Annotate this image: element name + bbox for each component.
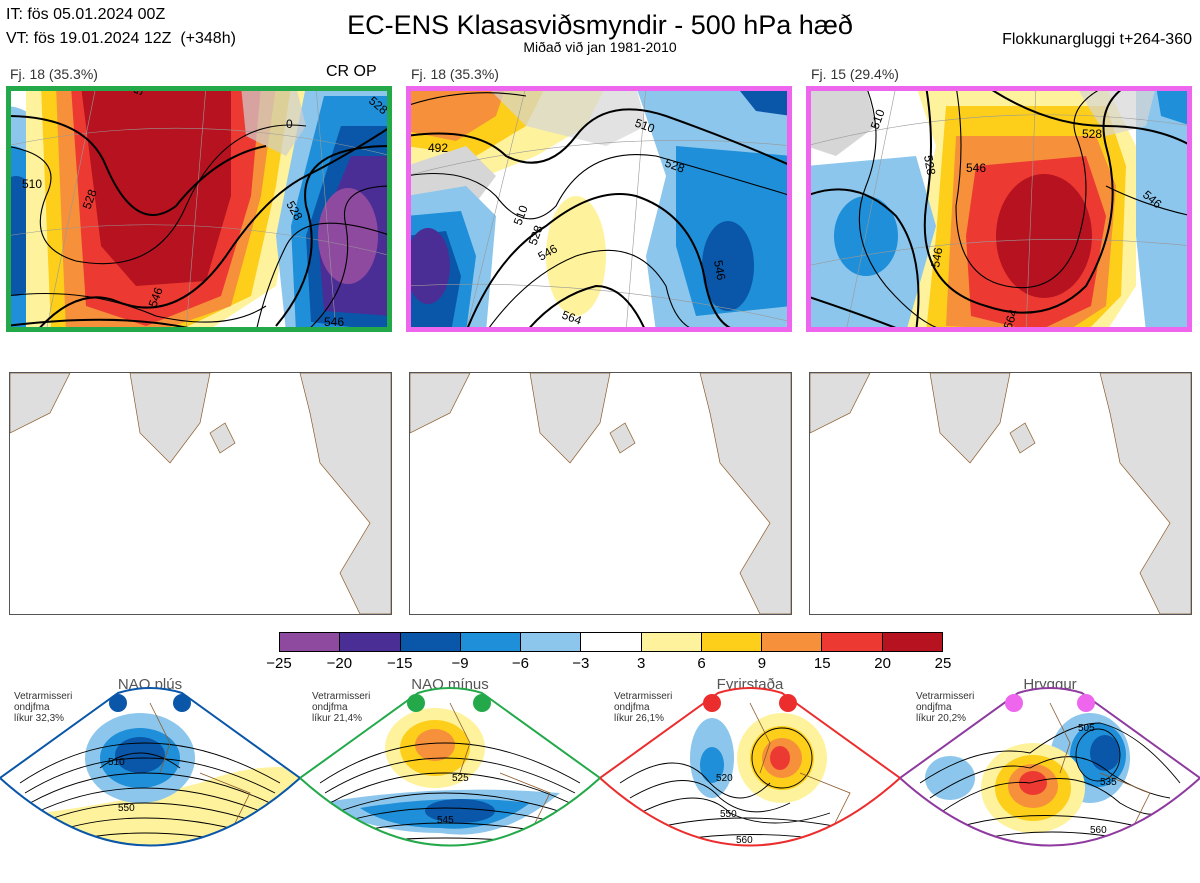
regime-dot — [109, 694, 127, 712]
panel-1-contour-label: 510 — [22, 177, 42, 191]
colorbar-tick: −9 — [451, 655, 469, 672]
regime-contour-label: 505 — [1078, 723, 1095, 734]
panel-3-contour-label: 528 — [1082, 127, 1102, 141]
panel-2-contour-label: 510 — [511, 203, 531, 227]
colorbar-tick: 9 — [757, 655, 767, 672]
regime-contour-label: 525 — [452, 773, 469, 784]
panel-3-contour-label: 546 — [928, 246, 945, 268]
colorbar — [279, 632, 943, 652]
panel-2-contour-label: 492 — [428, 141, 448, 155]
init-time: IT: fös 05.01.2024 00Z — [6, 6, 166, 23]
colorbar-tick: 25 — [934, 655, 952, 672]
regime-ridge: Hryggur Vetrarmisseri ondjfma líkur 20,2… — [900, 676, 1200, 883]
classification-window: Flokkunargluggi t+264-360 — [1002, 31, 1192, 48]
regime-blocking: Fyrirstaða Vetrarmisseri ondjfma líkur 2… — [600, 676, 900, 883]
panel-1-contour-label: 0 — [286, 117, 293, 131]
regime-contour-label: 550 — [720, 809, 737, 820]
regime-note: Vetrarmisseri ondjfma líkur 26,1% — [614, 691, 673, 724]
colorbar-swatch — [339, 633, 400, 651]
panel-1-tag: CR OP — [326, 63, 377, 80]
colorbar-tick: 6 — [697, 655, 706, 672]
panel-2-contour-label: 528 — [526, 223, 546, 247]
empty-map-1-land — [9, 372, 392, 615]
panel-3-contour-label: 546 — [966, 161, 986, 175]
colorbar-tick: 20 — [874, 655, 891, 672]
regime-dot — [473, 694, 491, 712]
empty-map-3-land — [809, 372, 1192, 615]
colorbar-swatch — [881, 633, 942, 651]
colorbar-swatch — [399, 633, 460, 651]
panel-2-contour-label: 546 — [711, 259, 728, 281]
regime-dot — [407, 694, 425, 712]
panel-2-label: Fj. 18 (35.3%) — [411, 66, 499, 82]
colorbar-tick: −3 — [572, 655, 590, 672]
regime-map: 510 550 — [0, 687, 300, 847]
regime-title: NAO mínus — [411, 676, 489, 693]
regime-map: 525 545 565 — [300, 687, 600, 861]
colorbar-swatch — [520, 633, 581, 651]
cluster-map-3: 510 528 546 546 564 528 546 — [806, 86, 1192, 332]
panel-1-contour-label: 528 — [80, 187, 100, 211]
regime-dot — [173, 694, 191, 712]
regime-note: Vetrarmisseri ondjfma líkur 21,4% — [312, 691, 371, 724]
page-subtitle: Miðað við jan 1981-2010 — [523, 39, 677, 55]
colorbar-swatch — [459, 633, 521, 651]
cluster-map-2: 492 510 528 546 564 510 528 546 — [406, 86, 792, 332]
colorbar-swatch — [700, 633, 762, 651]
regime-contour-label: 560 — [1090, 825, 1107, 836]
regime-contour-label: 520 — [716, 773, 733, 784]
panel-1-contour-label: 546 — [131, 86, 151, 97]
panel-3-contour-label: 510 — [868, 107, 888, 131]
cluster-map-1: 510 528 546 546 528 546 0 528 — [6, 86, 392, 332]
regime-dot — [1005, 694, 1023, 712]
colorbar-swatch — [580, 633, 641, 651]
empty-map-2 — [409, 372, 792, 615]
colorbar-tick: 3 — [637, 655, 646, 672]
regime-contour-label: 510 — [108, 757, 125, 768]
colorbar-tick: −25 — [266, 655, 292, 672]
cluster-map-2-svg: 492 510 528 546 564 510 528 546 — [406, 86, 792, 332]
panel-1-contour-label: 546 — [324, 315, 344, 329]
regime-contour-label: 535 — [1100, 777, 1117, 788]
panel-3-label: Fj. 15 (29.4%) — [811, 66, 899, 82]
colorbar-swatch — [761, 633, 822, 651]
panel-2-contour-label: 564 — [560, 308, 584, 328]
panel-3-contour-label: 564 — [1001, 307, 1021, 331]
regime-contour-label: 560 — [736, 835, 753, 846]
regime-nao-minus: NAO mínus Vetrarmisseri ondjfma líkur 21… — [300, 676, 600, 883]
cluster-map-1-svg: 510 528 546 546 528 546 0 528 — [6, 86, 392, 332]
regime-map: 505 535 560 — [900, 687, 1200, 847]
cluster-map-3-svg: 510 528 546 546 564 528 546 — [806, 86, 1192, 332]
regime-map: 520 550 560 — [600, 687, 900, 847]
empty-map-2-land — [409, 372, 792, 615]
colorbar-tick: 15 — [813, 655, 831, 672]
panel-2-contour-label: 528 — [663, 156, 687, 176]
regime-note: Vetrarmisseri ondjfma líkur 32,3% — [14, 691, 73, 724]
colorbar-swatch — [821, 633, 882, 651]
colorbar-tick: −20 — [326, 655, 353, 672]
empty-map-1 — [9, 372, 392, 615]
panel-2-contour-label: 510 — [633, 116, 657, 136]
page-title: EC-ENS Klasasviðsmyndir - 500 hPa hæð — [347, 10, 853, 40]
colorbar-tick: −15 — [386, 655, 413, 672]
regime-dot — [779, 694, 797, 712]
empty-map-3 — [809, 372, 1192, 615]
panel-3-contour-label: 528 — [921, 154, 938, 176]
regime-dot — [1077, 694, 1095, 712]
colorbar-swatch — [640, 633, 701, 651]
colorbar-tick: −6 — [511, 655, 529, 672]
regime-contour-label: 545 — [437, 815, 454, 826]
regime-contour-label: 550 — [118, 803, 135, 814]
regime-nao-plus: NAO plús Vetrarmisseri ondjfma líkur 32,… — [0, 676, 300, 883]
regime-contour-label: 565 — [447, 850, 464, 861]
regime-dot — [703, 694, 721, 712]
valid-time: VT: fös 19.01.2024 12Z (+348h) — [6, 30, 236, 47]
panel-1-label: Fj. 18 (35.3%) — [10, 66, 98, 82]
colorbar-swatch — [280, 633, 340, 651]
regime-note: Vetrarmisseri ondjfma líkur 20,2% — [916, 691, 975, 724]
panel-1-contour-label: 546 — [146, 285, 166, 309]
